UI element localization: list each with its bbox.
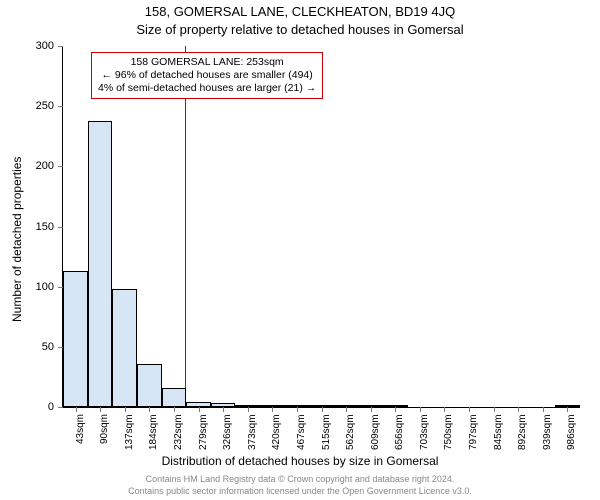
histogram-bar <box>63 271 88 407</box>
xtick-mark <box>199 407 200 412</box>
marker-line <box>185 46 186 407</box>
xtick-label: 892sqm <box>517 414 528 450</box>
xtick-label: 797sqm <box>468 414 479 450</box>
ytick-mark <box>58 347 63 348</box>
ytick-mark <box>58 407 63 408</box>
xtick-label: 562sqm <box>345 414 356 450</box>
title-line-2: Size of property relative to detached ho… <box>0 22 600 37</box>
xtick-label: 845sqm <box>493 414 504 450</box>
ytick-label: 300 <box>0 40 54 52</box>
xtick-label: 986sqm <box>566 414 577 450</box>
title-line-1: 158, GOMERSAL LANE, CLECKHEATON, BD19 4J… <box>0 4 600 19</box>
xtick-mark <box>469 407 470 412</box>
ytick-label: 200 <box>0 160 54 172</box>
xtick-label: 184sqm <box>148 414 159 450</box>
xtick-mark <box>248 407 249 412</box>
xtick-mark <box>346 407 347 412</box>
ytick-label: 50 <box>0 341 54 353</box>
ytick-label: 0 <box>0 401 54 413</box>
chart-container: 158, GOMERSAL LANE, CLECKHEATON, BD19 4J… <box>0 0 600 500</box>
xtick-label: 939sqm <box>542 414 553 450</box>
ytick-label: 150 <box>0 221 54 233</box>
histogram-bar <box>309 405 334 407</box>
ytick-mark <box>58 46 63 47</box>
xtick-mark <box>174 407 175 412</box>
y-axis-label: Number of detached properties <box>10 157 24 322</box>
histogram-bar <box>334 405 359 407</box>
xtick-mark <box>100 407 101 412</box>
histogram-bar <box>112 289 137 407</box>
xtick-mark <box>76 407 77 412</box>
histogram-bar <box>383 405 408 407</box>
xtick-mark <box>149 407 150 412</box>
xtick-mark <box>322 407 323 412</box>
xtick-mark <box>272 407 273 412</box>
xtick-label: 609sqm <box>370 414 381 450</box>
histogram-bar <box>137 364 162 407</box>
info-line-2: ← 96% of detached houses are smaller (49… <box>98 69 316 82</box>
xtick-label: 750sqm <box>443 414 454 450</box>
xtick-label: 515sqm <box>321 414 332 450</box>
ytick-mark <box>58 287 63 288</box>
histogram-bar <box>88 121 113 407</box>
info-line-1: 158 GOMERSAL LANE: 253sqm <box>98 56 316 69</box>
xtick-mark <box>223 407 224 412</box>
histogram-bar <box>235 405 260 407</box>
xtick-mark <box>494 407 495 412</box>
histogram-bar <box>359 405 384 407</box>
ytick-label: 250 <box>0 100 54 112</box>
xtick-label: 703sqm <box>419 414 430 450</box>
ytick-mark <box>58 106 63 107</box>
xtick-label: 656sqm <box>394 414 405 450</box>
histogram-bar <box>186 402 211 407</box>
xtick-mark <box>371 407 372 412</box>
xtick-label: 279sqm <box>198 414 209 450</box>
xtick-mark <box>125 407 126 412</box>
xtick-mark <box>420 407 421 412</box>
xtick-label: 373sqm <box>247 414 258 450</box>
xtick-mark <box>567 407 568 412</box>
ytick-mark <box>58 227 63 228</box>
histogram-bar <box>211 403 236 407</box>
xtick-mark <box>444 407 445 412</box>
xtick-label: 420sqm <box>271 414 282 450</box>
xtick-label: 90sqm <box>99 414 110 444</box>
xtick-mark <box>518 407 519 412</box>
histogram-bar <box>555 405 580 407</box>
xtick-label: 232sqm <box>173 414 184 450</box>
info-line-3: 4% of semi-detached houses are larger (2… <box>98 82 316 95</box>
xtick-mark <box>297 407 298 412</box>
ytick-mark <box>58 166 63 167</box>
plot-area: 158 GOMERSAL LANE: 253sqm ← 96% of detac… <box>62 46 580 408</box>
footer-line-2: Contains public sector information licen… <box>0 486 600 496</box>
histogram-bar <box>162 388 187 407</box>
info-box: 158 GOMERSAL LANE: 253sqm ← 96% of detac… <box>91 52 323 99</box>
xtick-label: 43sqm <box>75 414 86 444</box>
ytick-label: 100 <box>0 281 54 293</box>
xtick-mark <box>395 407 396 412</box>
xtick-label: 326sqm <box>222 414 233 450</box>
footer-line-1: Contains HM Land Registry data © Crown c… <box>0 474 600 484</box>
histogram-bar <box>284 405 309 407</box>
xtick-label: 137sqm <box>124 414 135 450</box>
x-axis-label: Distribution of detached houses by size … <box>0 454 600 468</box>
xtick-mark <box>543 407 544 412</box>
xtick-label: 467sqm <box>296 414 307 450</box>
histogram-bar <box>260 405 285 407</box>
